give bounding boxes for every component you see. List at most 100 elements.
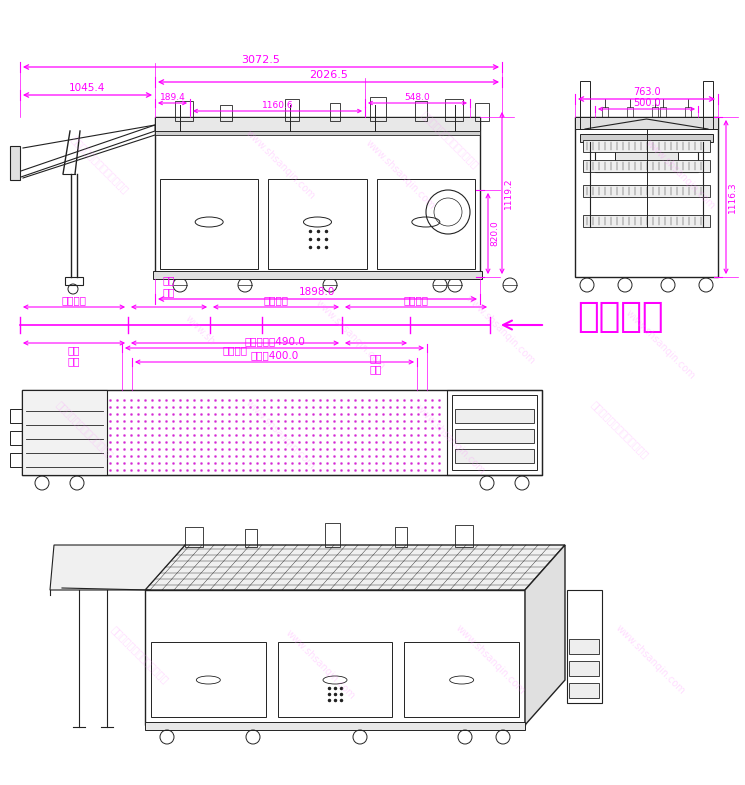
Bar [595,144,698,172]
Bar [569,683,599,698]
Bar [395,527,407,547]
Bar [569,639,599,654]
Bar [278,642,393,717]
Text: 皮带宽400.0: 皮带宽400.0 [250,350,299,360]
Bar [155,117,480,277]
Bar [580,134,713,142]
Bar [455,449,534,463]
Text: 负压系统: 负压系统 [223,345,247,355]
Bar [415,101,427,121]
Bar [652,107,658,117]
Ellipse shape [412,217,440,227]
Bar [583,140,710,152]
Bar [22,390,542,475]
Text: www.shsanqin.com: www.shsanqin.com [314,298,387,371]
Bar [268,179,367,269]
Bar [160,179,259,269]
Bar [10,431,22,445]
Text: 500.0: 500.0 [633,98,660,108]
Bar [325,523,340,547]
Bar [660,107,666,117]
Bar [155,117,480,131]
Bar [575,117,718,129]
Text: 1116.3: 1116.3 [728,181,737,213]
Text: www.shsanqin.com: www.shsanqin.com [463,294,536,367]
Text: www.shsanqin.com: www.shsanqin.com [244,128,317,202]
Ellipse shape [303,217,332,227]
Text: www.shsanqin.com: www.shsanqin.com [364,138,437,212]
Ellipse shape [323,676,347,684]
Text: 上海沁晶自动化科技有限公司: 上海沁晶自动化科技有限公司 [69,134,130,195]
Bar [245,529,257,547]
Bar [285,99,299,121]
Text: 视觉
检测: 视觉 检测 [162,276,175,297]
Text: www.shsanqin.com: www.shsanqin.com [283,628,357,702]
Text: 1119.2: 1119.2 [504,177,513,209]
Bar [185,527,203,547]
Text: 上海沁晶自动化科技有限公司: 上海沁晶自动化科技有限公司 [110,624,171,685]
Bar [370,97,386,121]
Bar [153,271,482,279]
Bar [475,103,489,121]
Bar [455,525,473,547]
Text: 普通喷印: 普通喷印 [264,295,288,305]
Text: 548.0: 548.0 [405,93,431,102]
Text: www.shsanqin.com: www.shsanqin.com [453,623,527,696]
Bar [567,590,602,703]
Text: 上海沁晶自动化科技有限公司: 上海沁晶自动化科技有限公司 [419,109,481,170]
Bar [627,107,633,117]
Bar [575,117,718,277]
Bar [151,642,266,717]
Text: www.shsanqin.com: www.shsanqin.com [413,403,486,476]
Bar [615,149,678,169]
Text: 3072.5: 3072.5 [241,55,280,65]
Text: 工艺流程: 工艺流程 [577,300,663,334]
Bar [583,160,710,172]
Bar [22,390,107,475]
Polygon shape [50,545,185,590]
Text: 1898.0: 1898.0 [299,287,336,297]
Text: 1160.6: 1160.6 [261,101,294,110]
Bar [445,99,463,121]
Bar [10,146,20,180]
Bar [145,590,525,725]
Text: 上海沁晶自动化科技有限公司: 上海沁晶自动化科技有限公司 [54,400,115,461]
Ellipse shape [197,676,221,684]
Polygon shape [18,125,155,178]
Bar [10,453,22,467]
Text: www.sh: www.sh [183,313,217,347]
Bar [405,642,519,717]
Text: 1045.4: 1045.4 [69,83,106,93]
Bar [452,395,537,470]
Text: 自动收集: 自动收集 [62,295,86,305]
Text: 2026.5: 2026.5 [309,70,348,80]
Bar [145,722,525,730]
Bar [175,101,193,121]
Polygon shape [525,545,565,725]
Text: www.shsanqin.com: www.shsanqin.com [644,138,717,212]
Bar [583,215,710,227]
Text: 智能分页: 智能分页 [404,295,428,305]
Text: 自动
剔除: 自动 剔除 [68,345,80,367]
Bar [220,105,232,121]
Bar [685,107,691,117]
Text: 安装中心距490.0: 安装中心距490.0 [244,336,305,346]
Bar [602,107,608,117]
Bar [377,179,475,269]
Text: www.shsanqin.com: www.shsanqin.com [244,398,317,472]
Text: www.shsanqin.com: www.shsanqin.com [613,623,687,696]
Bar [447,390,542,475]
Bar [455,409,534,423]
Text: 820.0: 820.0 [490,221,499,246]
Bar [703,81,713,129]
Polygon shape [145,545,565,590]
Ellipse shape [195,217,223,227]
Text: 重张
检测: 重张 检测 [370,353,382,374]
Text: 763.0: 763.0 [633,87,660,97]
Bar [330,103,340,121]
Bar [455,429,534,443]
Text: www.shsanqin.com: www.shsanqin.com [624,309,697,382]
Bar [569,661,599,676]
Ellipse shape [450,676,474,684]
Bar [65,277,83,285]
